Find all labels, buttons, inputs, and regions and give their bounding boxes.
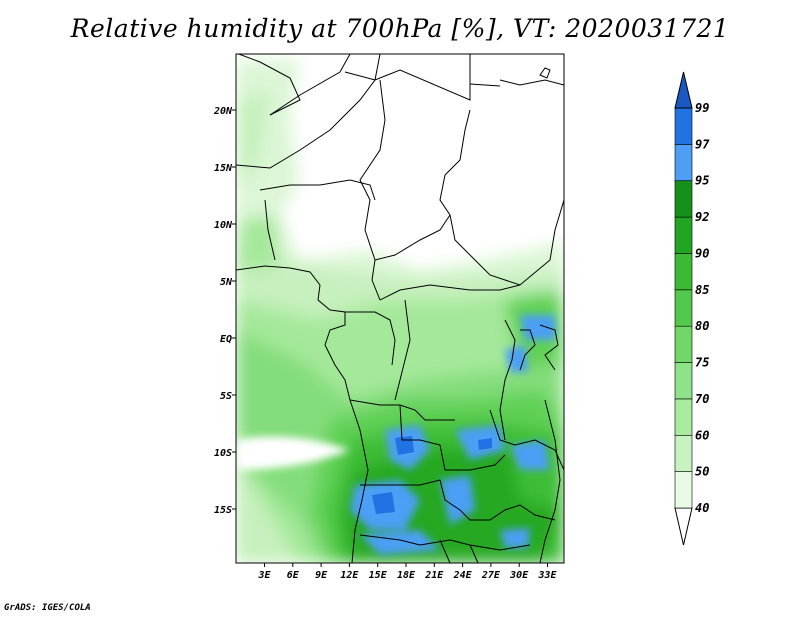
colorbar-label: 60 <box>695 428 709 442</box>
longitude-label: 33E <box>537 570 557 581</box>
longitude-label: 18E <box>397 570 416 581</box>
latitude-label: 20N <box>213 106 233 117</box>
colorbar-segment <box>674 434 693 472</box>
latitude-label: 5S <box>220 391 232 402</box>
colorbar-label: 97 <box>695 137 710 151</box>
colorbar-segment <box>674 471 693 509</box>
colorbar-label: 95 <box>695 174 709 188</box>
longitude-label: 30E <box>509 570 529 581</box>
latitude-label: 15N <box>214 163 233 174</box>
longitude-label: 9E <box>315 570 328 581</box>
humidity-field <box>236 54 564 563</box>
longitude-label: 3E <box>257 570 271 581</box>
colorbar-label: 50 <box>695 465 709 479</box>
country-borders <box>236 54 564 563</box>
longitude-label: 6E <box>287 570 300 581</box>
colorbar-segment <box>674 253 693 291</box>
colorbar-segment <box>674 216 693 254</box>
colorbar-segment <box>674 289 693 327</box>
longitude-labels: 3E 6E 9E 12E 15E 18E 21E 24E 27E 30E 33E <box>257 570 557 581</box>
colorbar-label: 90 <box>695 246 709 260</box>
colorbar-segment <box>674 144 693 182</box>
grads-credit: GrADS: IGES/COLA <box>4 603 91 613</box>
longitude-label: 24E <box>453 570 473 581</box>
latitude-labels: 20N 15N 10N 5N EQ 5S 10S 15S <box>213 106 233 516</box>
colorbar-label: 75 <box>695 356 709 370</box>
colorbar-segment <box>674 180 693 218</box>
axis-ticks <box>232 109 548 567</box>
colorbar-upper-extension <box>674 71 693 109</box>
latitude-label: 10N <box>214 220 233 231</box>
longitude-label: 12E <box>340 570 359 581</box>
latitude-label: 10S <box>214 448 232 459</box>
colorbar-label: 85 <box>695 283 709 297</box>
longitude-label: 21E <box>424 570 444 581</box>
colorbar-segment <box>674 362 693 400</box>
colorbar-label: 80 <box>695 319 709 333</box>
colorbar-segment <box>674 398 693 436</box>
longitude-label: 27E <box>481 570 501 581</box>
map-frame <box>235 53 565 564</box>
latitude-label: 5N <box>220 277 233 288</box>
longitude-label: 15E <box>369 570 388 581</box>
latitude-label: EQ <box>220 334 232 345</box>
colorbar-segment <box>674 107 693 145</box>
colorbar-lower-extension <box>674 507 693 546</box>
colorbar-segment <box>674 325 693 363</box>
colorbar-label: 92 <box>695 210 709 224</box>
colorbar: 40 50 60 70 75 80 85 90 92 95 97 99 <box>674 71 710 546</box>
latitude-label: 15S <box>214 505 232 516</box>
colorbar-label: 40 <box>695 501 709 515</box>
colorbar-label: 99 <box>695 101 709 115</box>
map-title: Relative humidity at 700hPa [%], VT: 202… <box>70 14 730 43</box>
colorbar-label: 70 <box>695 392 709 406</box>
